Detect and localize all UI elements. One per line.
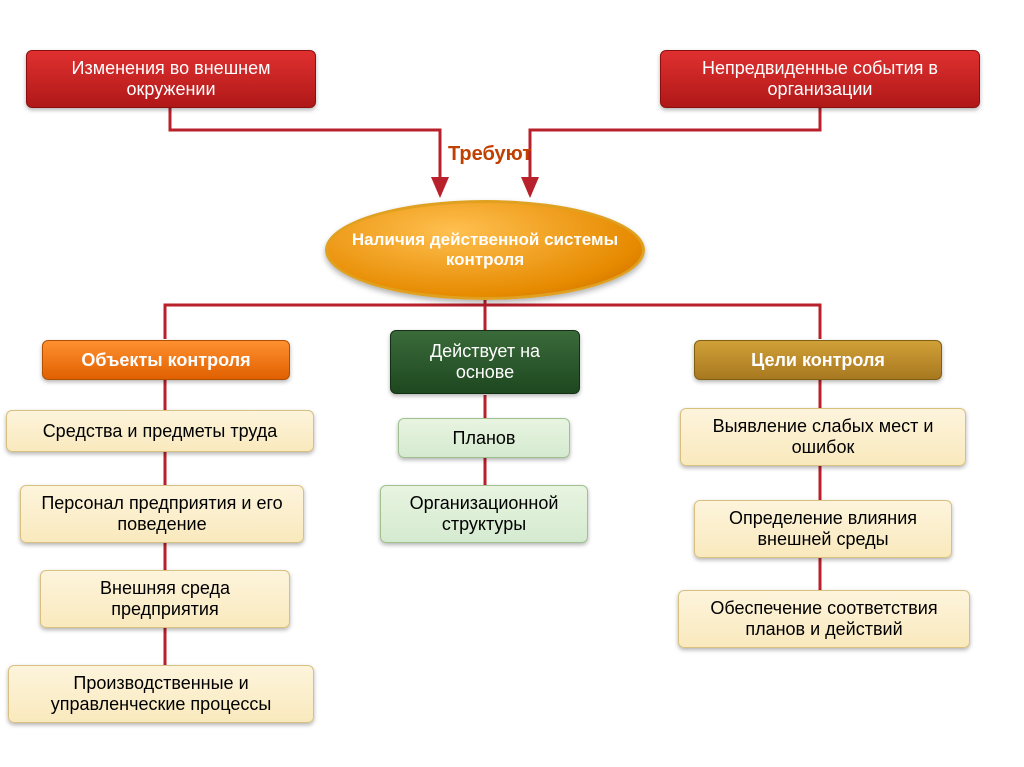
item-goals-0: Выявление слабых мест и ошибок [680, 408, 966, 466]
item-goals-1: Определение влияния внешней среды [694, 500, 952, 558]
item-goals-2: Обеспечение соответствия планов и действ… [678, 590, 970, 648]
label-require: Требуют [440, 143, 540, 166]
box-external-changes: Изменения во внешнем окружении [26, 50, 316, 108]
item-objects-0: Средства и предметы труда [6, 410, 314, 452]
ellipse-text: Наличия действенной системы контроля [328, 230, 642, 270]
ellipse-control-system: Наличия действенной системы контроля [325, 200, 645, 300]
item-objects-3: Производственные и управленческие процес… [8, 665, 314, 723]
header-objects: Объекты контроля [42, 340, 290, 380]
box-unforeseen-events: Непредвиденные события в организации [660, 50, 980, 108]
item-objects-1: Персонал предприятия и его поведение [20, 485, 304, 543]
item-basis-0: Планов [398, 418, 570, 458]
item-objects-2: Внешняя среда предприятия [40, 570, 290, 628]
header-basis: Действует на основе [390, 330, 580, 394]
header-goals: Цели контроля [694, 340, 942, 380]
item-basis-1: Организационной структуры [380, 485, 588, 543]
